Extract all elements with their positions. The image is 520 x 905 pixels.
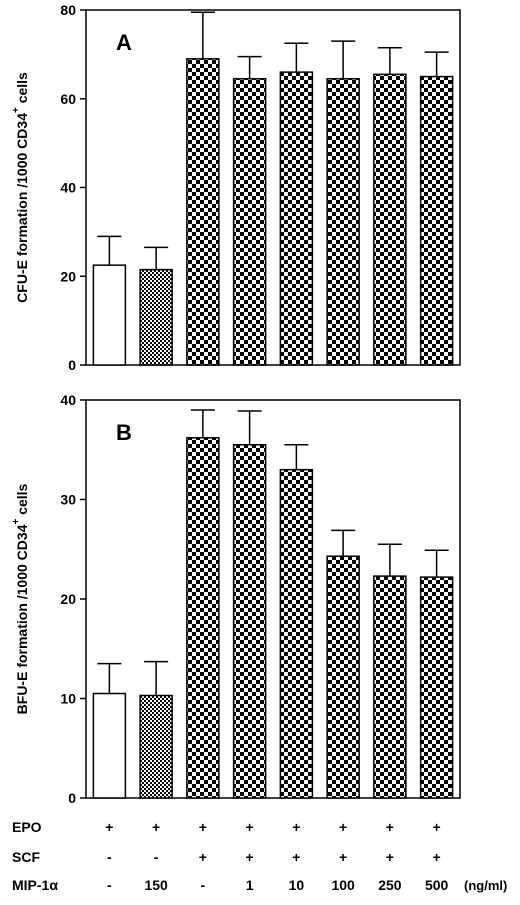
bar: [373, 575, 407, 799]
panel-b-y-ticks: 0 10 20 30 40: [60, 392, 86, 806]
panel-a-letter: A: [116, 30, 132, 55]
panel-b-bars: [92, 409, 454, 799]
panel-b-letter: B: [116, 420, 132, 445]
condition-row-label: SCF: [12, 849, 40, 865]
bar: [279, 71, 314, 366]
panel-a-y-ticks: 0 20 40 60 80: [60, 2, 86, 373]
condition-value: +: [246, 849, 254, 865]
bar: [186, 437, 220, 799]
condition-value: +: [292, 849, 300, 865]
condition-value: +: [152, 819, 160, 835]
condition-value: +: [199, 849, 207, 865]
condition-value: +: [292, 819, 300, 835]
bar: [419, 576, 454, 799]
bar: [326, 78, 360, 366]
y-tick-label: 80: [60, 2, 76, 18]
condition-value: -: [107, 849, 112, 865]
condition-unit: (ng/ml): [464, 878, 507, 893]
bar: [232, 444, 267, 799]
bar: [232, 78, 267, 366]
condition-value: +: [433, 849, 441, 865]
panel-b: B BFU-E formation /1000 CD34+ cells 0 10 2…: [11, 392, 461, 806]
condition-value: +: [433, 819, 441, 835]
y-tick-label: 20: [60, 268, 76, 284]
y-tick-label: 10: [60, 691, 76, 707]
condition-value: -: [201, 877, 206, 893]
bar: [373, 73, 407, 366]
condition-value: 150: [144, 877, 168, 893]
y-tick-label: 30: [60, 492, 76, 508]
y-tick-label: 20: [60, 591, 76, 607]
condition-value: -: [107, 877, 112, 893]
panel-a-y-axis-label: CFU-E formation /1000 CD34+ cells: [11, 72, 31, 303]
y-tick-label: 60: [60, 91, 76, 107]
bar: [139, 268, 173, 366]
condition-value: +: [339, 849, 347, 865]
panel-a-bars: [92, 11, 454, 366]
bar: [92, 692, 127, 799]
condition-value: 250: [378, 877, 402, 893]
condition-value: +: [386, 819, 394, 835]
condition-value: +: [339, 819, 347, 835]
y-tick-label: 0: [68, 790, 76, 806]
bar: [419, 75, 454, 366]
bar: [139, 694, 173, 799]
condition-value: +: [246, 819, 254, 835]
panel-a: A CFU-E formation /1000 CD34+ cells 0 20 4…: [11, 2, 461, 373]
bar: [326, 555, 360, 799]
condition-value: +: [386, 849, 394, 865]
condition-value: +: [105, 819, 113, 835]
condition-table: EPO + + + + + + + + SCF - - + + + + + + MIP-1α - 150 - 1 10 100 2…: [12, 819, 507, 893]
condition-value: 1: [246, 877, 254, 893]
y-tick-label: 40: [60, 180, 76, 196]
condition-value: 100: [331, 877, 355, 893]
condition-value: +: [199, 819, 207, 835]
bar: [92, 264, 127, 366]
condition-row-label: EPO: [12, 819, 42, 835]
bar: [186, 58, 220, 366]
y-tick-label: 0: [68, 357, 76, 373]
condition-value: 10: [289, 877, 305, 893]
bar: [279, 468, 314, 799]
condition-value: 500: [425, 877, 449, 893]
y-tick-label: 40: [60, 392, 76, 408]
condition-row-label: MIP-1α: [12, 877, 58, 893]
condition-value: -: [154, 849, 159, 865]
panel-b-y-axis-label: BFU-E formation /1000 CD34+ cells: [11, 483, 31, 714]
